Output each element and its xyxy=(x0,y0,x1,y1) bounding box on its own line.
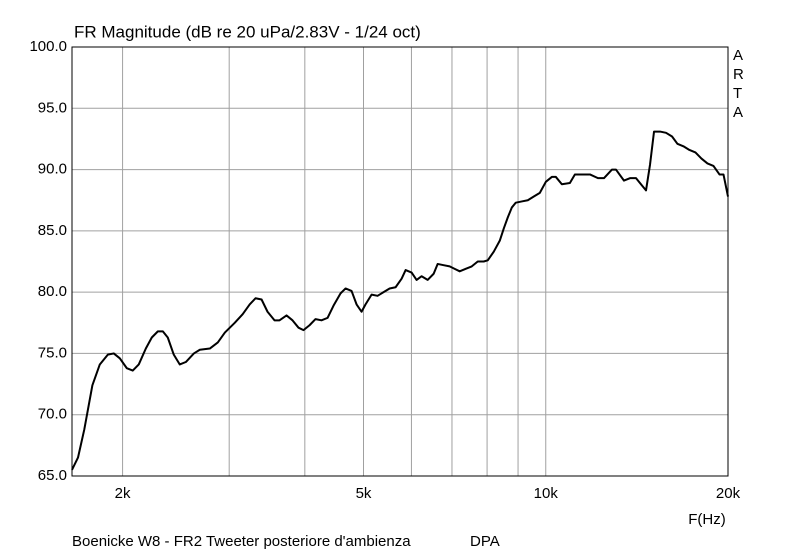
x-tick-label: 5k xyxy=(356,485,372,502)
x-tick-label: 10k xyxy=(534,485,559,502)
x-axis-label: F(Hz) xyxy=(688,511,726,528)
y-tick-label: 65.0 xyxy=(38,467,67,484)
plot-frame xyxy=(71,46,729,477)
x-tick-label: 2k xyxy=(115,485,131,502)
y-tick-label: 95.0 xyxy=(38,99,67,116)
footer-text: Boenicke W8 - FR2 Tweeter posteriore d'a… xyxy=(72,533,411,550)
y-tick-label: 100.0 xyxy=(29,38,67,55)
y-tick-label: 90.0 xyxy=(38,161,67,178)
x-tick-label: 20k xyxy=(716,485,741,502)
y-tick-label: 70.0 xyxy=(38,406,67,423)
footer-text: DPA xyxy=(470,533,500,550)
data-line xyxy=(71,130,729,471)
chart-title: FR Magnitude (dB re 20 uPa/2.83V - 1/24 … xyxy=(74,22,421,41)
y-tick-label: 80.0 xyxy=(38,283,67,300)
y-tick-label: 85.0 xyxy=(38,222,67,239)
watermark: ARTA xyxy=(733,47,744,121)
y-tick-label: 75.0 xyxy=(38,344,67,361)
